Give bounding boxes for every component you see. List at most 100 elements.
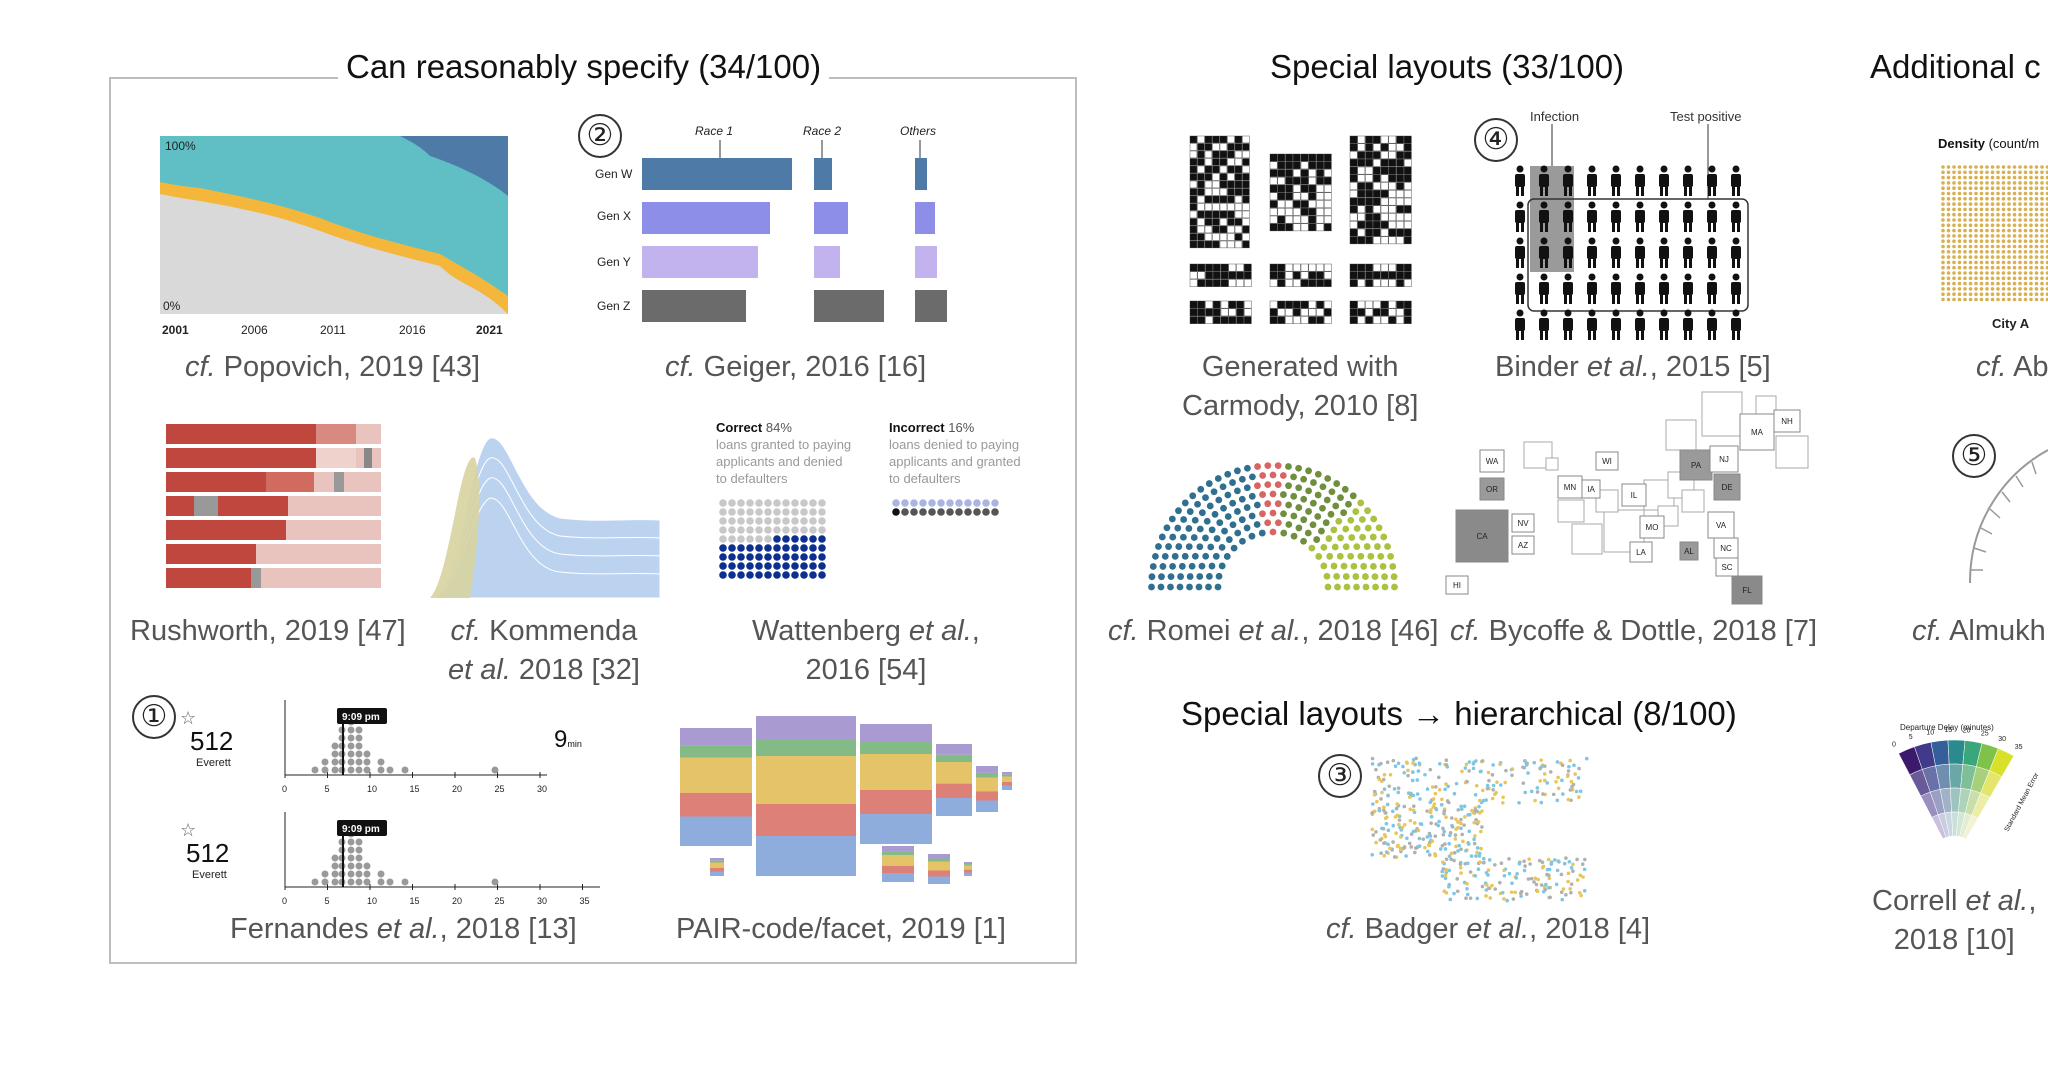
- badger-point: [1571, 782, 1576, 787]
- badger-point: [1477, 854, 1482, 858]
- wattenberg-dot: [764, 526, 772, 534]
- badger-point: [1475, 846, 1480, 850]
- badger-point: [1455, 889, 1460, 894]
- badger-point: [1444, 867, 1449, 872]
- popovich-tick-2011: 2011: [320, 323, 346, 337]
- bycoffe-tile: [1581, 479, 1601, 499]
- badger-point: [1507, 871, 1512, 876]
- badger-point: [1402, 804, 1407, 809]
- romei-seat: [1319, 504, 1326, 512]
- romei-seat: [1191, 516, 1199, 524]
- wattenberg-dot: [800, 508, 808, 516]
- badger-point: [1425, 787, 1430, 791]
- badger-point: [1453, 833, 1458, 837]
- badger-point: [1510, 881, 1514, 886]
- wattenberg-dot: [946, 508, 954, 516]
- badge-one: ①: [132, 695, 176, 739]
- bycoffe-state-label: NV: [1517, 519, 1529, 528]
- badger-point: [1532, 880, 1536, 884]
- badger-point: [1426, 849, 1430, 854]
- badger-point: [1443, 873, 1448, 878]
- badger-point: [1548, 770, 1553, 774]
- badger-point: [1431, 797, 1436, 801]
- badger-point: [1575, 878, 1580, 882]
- badger-point: [1582, 867, 1587, 872]
- badger-point: [1404, 854, 1408, 858]
- fernandes-dot: [331, 750, 339, 758]
- badger-point: [1450, 825, 1455, 829]
- fernandes-dot: [347, 854, 355, 862]
- badger-point: [1397, 822, 1401, 827]
- badger-point: [1473, 792, 1478, 797]
- romei-seat: [1159, 563, 1167, 570]
- badger-point: [1535, 790, 1540, 794]
- fernandes-dot: [377, 870, 385, 878]
- wattenberg-dot: [809, 553, 817, 561]
- geiger-bar-x-2: [814, 202, 848, 234]
- romei-seat: [1360, 562, 1368, 570]
- bycoffe-tile: [1479, 449, 1505, 473]
- fernandes-plot-2: 0 5 10 15 20 25 30 35 9:09 pm: [282, 812, 600, 906]
- bycoffe-state-label: OR: [1486, 485, 1498, 494]
- romei-seat: [1315, 553, 1323, 560]
- wattenberg-dot: [800, 562, 808, 570]
- fernandes-dot: [347, 838, 355, 846]
- geiger-row-y: Gen Y: [597, 255, 631, 269]
- wattenberg-dot: [800, 499, 808, 507]
- badger-point: [1384, 811, 1388, 815]
- wattenberg-dot: [719, 535, 727, 543]
- romei-seat: [1357, 552, 1365, 560]
- badger-point: [1480, 759, 1485, 763]
- badger-point: [1577, 766, 1581, 771]
- wattenberg-dot: [892, 499, 900, 507]
- romei-seat: [1337, 534, 1344, 542]
- romei-seat: [1216, 519, 1224, 527]
- wattenberg-dot: [719, 544, 727, 552]
- wattenberg-dot: [791, 499, 799, 507]
- badger-point: [1454, 781, 1459, 786]
- badger-point: [1416, 828, 1421, 833]
- badger-point: [1453, 837, 1458, 841]
- badger-point: [1458, 865, 1463, 870]
- wattenberg-dot: [728, 553, 736, 561]
- fernandes-tick: 10: [367, 896, 377, 906]
- bycoffe-state-label: WA: [1486, 457, 1499, 466]
- wattenberg-incorrect-desc-1: loans denied to paying: [889, 437, 1020, 452]
- romei-seat: [1158, 573, 1165, 581]
- wattenberg-dot: [782, 517, 790, 525]
- fernandes-tick: 0: [282, 896, 287, 906]
- wattenberg-dot: [901, 508, 909, 516]
- badger-point: [1465, 886, 1469, 891]
- badger-point: [1482, 860, 1486, 865]
- fernandes-dot: [331, 766, 339, 774]
- romei-seat: [1221, 527, 1228, 535]
- romei-seat: [1196, 543, 1204, 551]
- bycoffe-tile: [1709, 445, 1739, 473]
- fernandes-dot: [363, 750, 371, 758]
- romei-seat: [1219, 483, 1227, 491]
- bycoffe-state-label: AZ: [1518, 541, 1528, 550]
- badger-point: [1526, 877, 1531, 881]
- wattenberg-dot: [782, 562, 790, 570]
- romei-seat: [1181, 499, 1189, 507]
- badger-point: [1433, 853, 1438, 858]
- badger-point: [1388, 846, 1392, 851]
- wattenberg-dot: [800, 544, 808, 552]
- badger-point: [1536, 877, 1540, 882]
- badger-point: [1428, 767, 1433, 772]
- wattenberg-dot: [728, 508, 736, 516]
- romei-seat: [1167, 583, 1174, 591]
- bycoffe-state-label: CA: [1476, 532, 1488, 541]
- fernandes-dot: [355, 766, 363, 774]
- badger-point: [1457, 843, 1461, 848]
- badger-point: [1411, 761, 1415, 765]
- badger-point: [1464, 848, 1468, 853]
- badger-point: [1372, 809, 1377, 814]
- romei-seat: [1259, 491, 1266, 498]
- correll-chart: Departure Delay (minutes) Standard Mean E…: [1892, 723, 2041, 840]
- badger-point: [1510, 767, 1515, 771]
- fernandes-dot: [321, 766, 329, 774]
- badger-point: [1541, 792, 1545, 796]
- badger-point: [1473, 874, 1478, 878]
- romei-seat: [1197, 485, 1205, 493]
